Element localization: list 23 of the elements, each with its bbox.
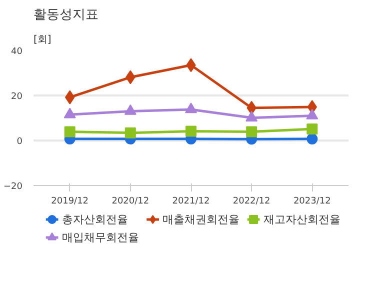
point xyxy=(124,127,136,138)
x-tick-label: 2023/12 xyxy=(293,196,331,206)
x-tick-label: 2021/12 xyxy=(172,196,210,206)
point xyxy=(306,133,318,144)
y-tick-label: 0 xyxy=(16,137,23,147)
x-tick-label: 2020/12 xyxy=(112,196,150,206)
legend-label: 매출채권회전율 xyxy=(162,213,240,226)
y-tick-label: 40 xyxy=(11,47,23,57)
y-axis-title: [회] xyxy=(34,34,52,46)
point xyxy=(64,108,76,118)
point xyxy=(185,102,197,114)
y-tick-label: 20 xyxy=(11,92,23,102)
point xyxy=(64,126,76,138)
point xyxy=(186,126,196,137)
legend-label: 매입채무회전율 xyxy=(62,231,139,244)
point xyxy=(246,126,258,138)
point xyxy=(306,124,318,135)
y-tick-label: −20 xyxy=(4,182,23,192)
x-tick-label: 2019/12 xyxy=(51,196,89,206)
legend-label: 재고자산회전율 xyxy=(263,213,340,226)
x-tick-label: 2022/12 xyxy=(232,196,270,206)
chart-title: 활동성지표 xyxy=(34,8,98,22)
legend-label: 총자산회전율 xyxy=(62,213,128,226)
